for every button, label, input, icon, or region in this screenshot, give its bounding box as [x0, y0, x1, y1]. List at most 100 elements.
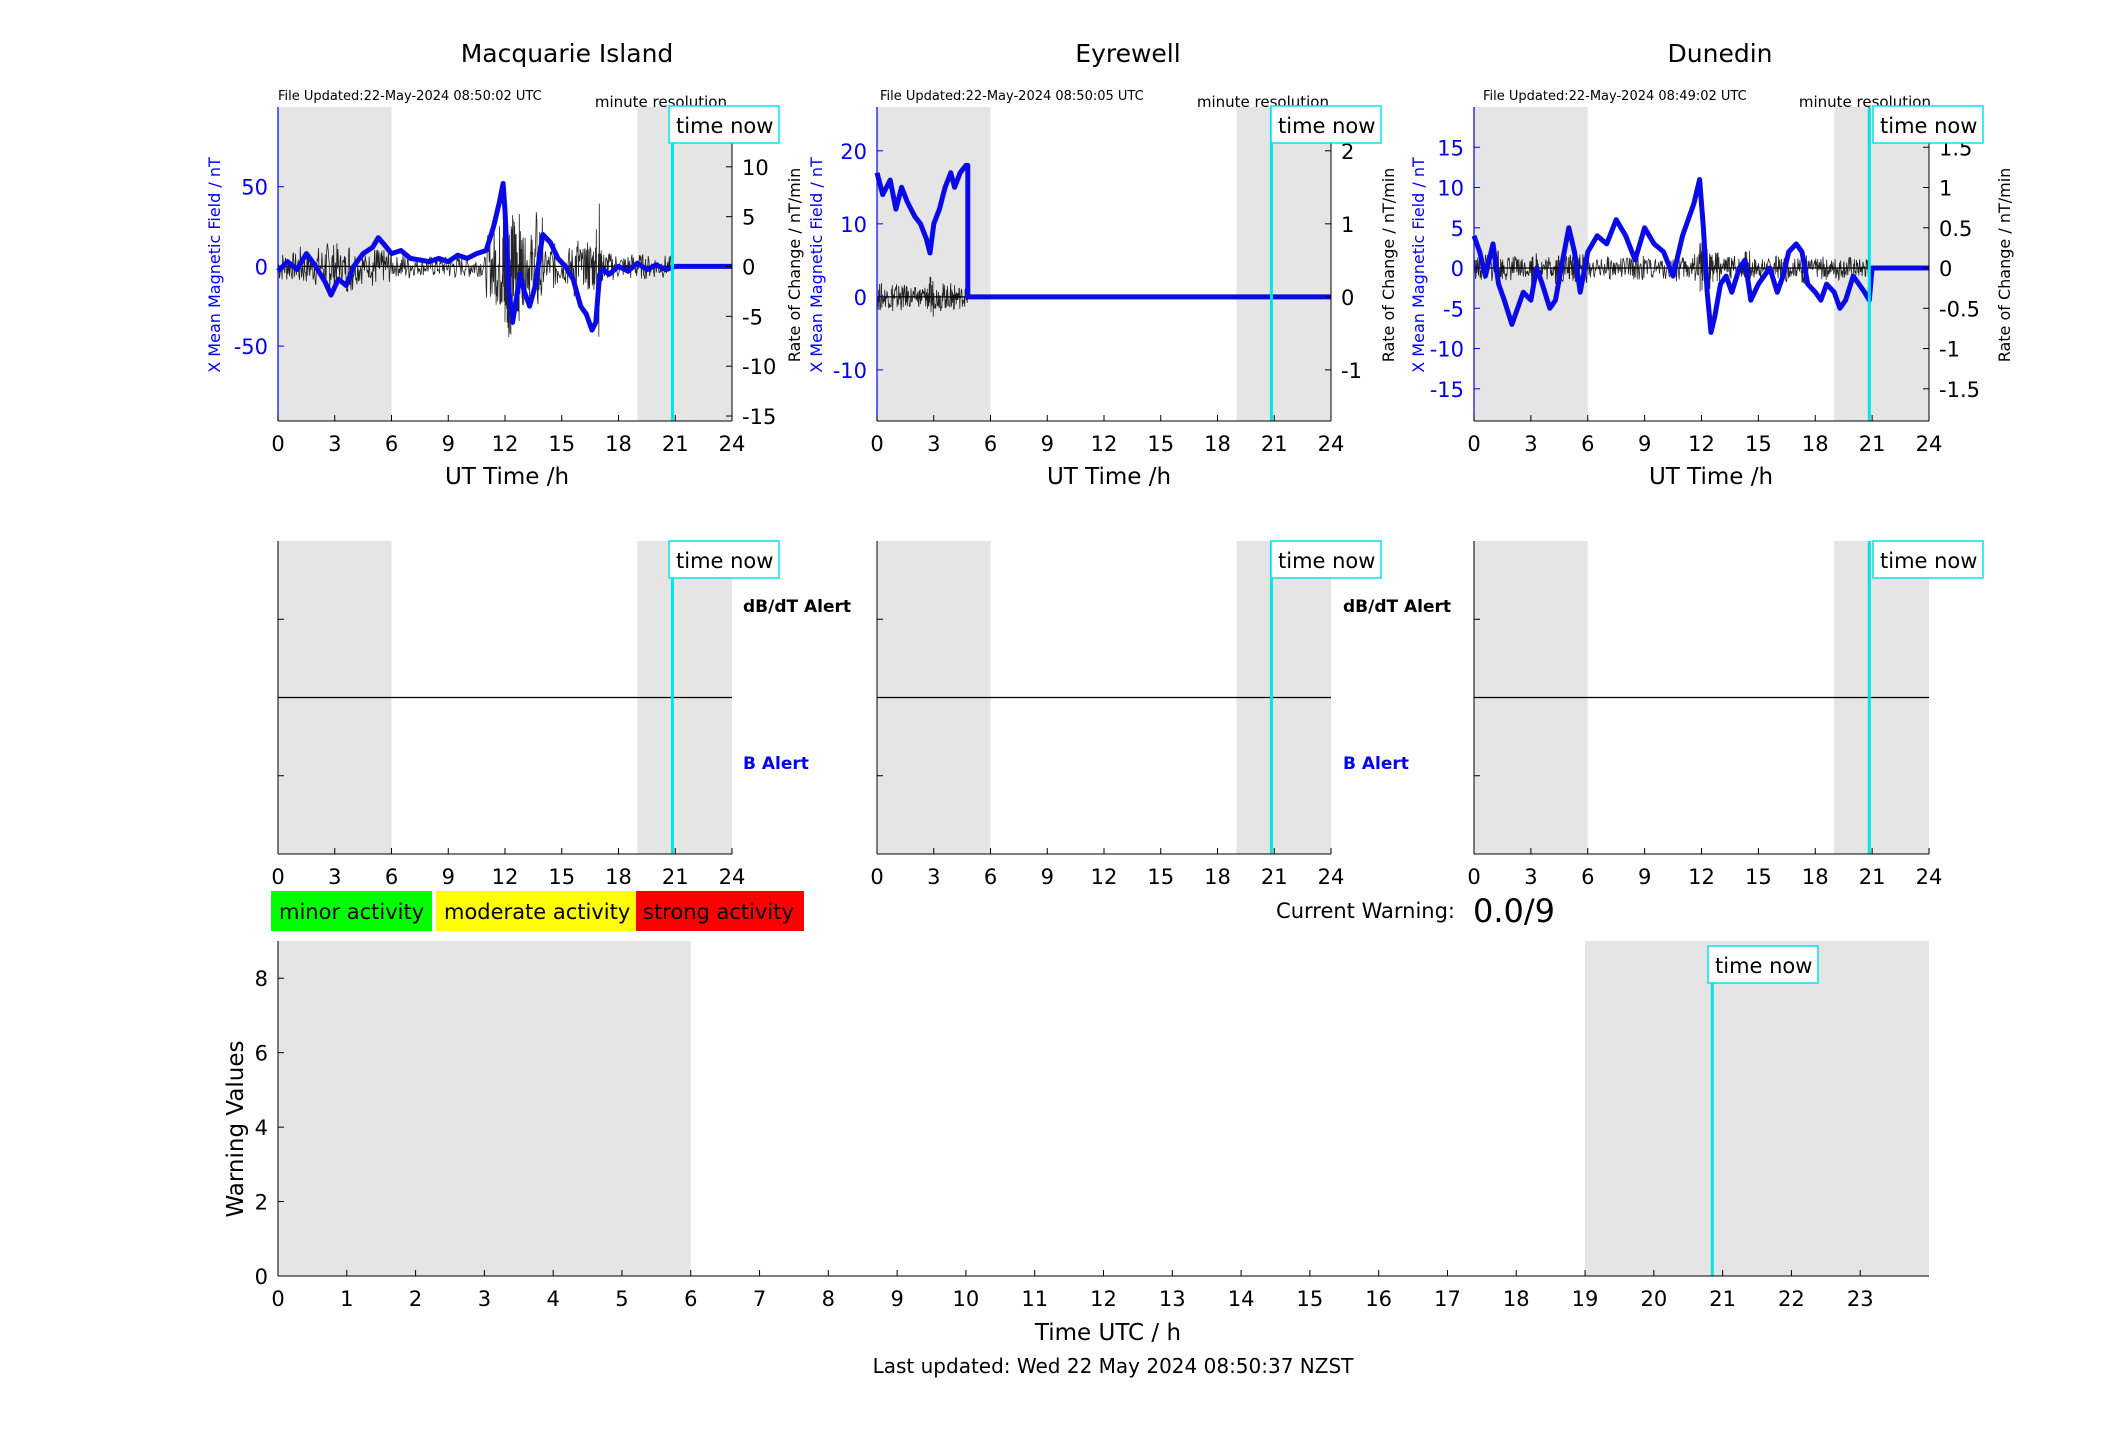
file-updated-text: File Updated:22-May-2024 08:49:02 UTC [1483, 89, 1747, 104]
dbdt-alert-label: dB/dT Alert [743, 597, 851, 617]
y-tick-label: -5 [1443, 297, 1464, 321]
x-tick-label: 0 [870, 865, 883, 889]
svg-text:time now: time now [1715, 954, 1812, 978]
night-shade-band [1585, 941, 1929, 1276]
x-tick-label: 21 [1859, 432, 1886, 456]
x-tick-label: 15 [1745, 432, 1772, 456]
strong-activity-label: strong activity [643, 900, 794, 924]
x-tick-label: 10 [953, 1287, 980, 1311]
x-tick-label: 4 [546, 1287, 559, 1311]
x-tick-label: 6 [684, 1287, 697, 1311]
y2-tick-label: -1.5 [1939, 378, 1980, 402]
y2-tick-label: -0.5 [1939, 297, 1980, 321]
y-tick-label: 0 [854, 286, 867, 310]
y-tick-label: 2 [255, 1191, 268, 1215]
macquarie-alert-panel: 0 3 6 9 12 15 18 21 24 dB/dT Alert B Alert time … [271, 540, 851, 889]
x-tick-label: 22 [1778, 1287, 1805, 1311]
x-tick-label: 12 [1090, 1287, 1117, 1311]
x-tick-label: 15 [1147, 865, 1174, 889]
x-tick-label: 16 [1365, 1287, 1392, 1311]
minor-activity-label: minor activity [279, 900, 424, 924]
x-tick-label: 15 [548, 865, 575, 889]
x-tick-label: 0 [271, 865, 284, 889]
y-tick-label: 4 [255, 1116, 268, 1140]
night-shade-band [278, 941, 691, 1276]
x-tick-label: 9 [442, 865, 455, 889]
x-tick-label: 13 [1159, 1287, 1186, 1311]
x-tick-label: 18 [1802, 432, 1829, 456]
x-tick-label: 6 [385, 865, 398, 889]
y-tick-label: -15 [1430, 378, 1464, 402]
x-tick-label: 24 [719, 865, 746, 889]
x-tick-label: 18 [605, 865, 632, 889]
x-tick-label: 17 [1434, 1287, 1461, 1311]
x-tick-label: 6 [984, 865, 997, 889]
y2-axis-label: Rate of Change / nT/min [1995, 168, 2014, 363]
x-tick-label: 3 [1524, 865, 1537, 889]
y2-tick-label: -1 [1939, 338, 1960, 362]
y-tick-label: 15 [1437, 136, 1464, 160]
y-tick-label: 20 [840, 140, 867, 164]
y2-tick-label: -5 [742, 305, 763, 329]
y-tick-label: -10 [1430, 338, 1464, 362]
x-tick-label: 24 [1916, 432, 1943, 456]
svg-text:time now: time now [1278, 114, 1375, 138]
y2-tick-label: 2 [1341, 140, 1354, 164]
y-tick-label: 0 [255, 255, 268, 279]
y-tick-label: 0 [1451, 257, 1464, 281]
time-now-label: time now [1872, 105, 1984, 144]
x-tick-label: 3 [1524, 432, 1537, 456]
y-tick-label: 0 [255, 1265, 268, 1289]
moderate-activity-swatch [436, 891, 636, 931]
night-shade-band [877, 107, 991, 421]
y2-tick-label: 0 [742, 255, 755, 279]
file-updated-text: File Updated:22-May-2024 08:50:02 UTC [278, 89, 542, 104]
x-tick-label: 21 [1261, 865, 1288, 889]
moderate-activity-label: moderate activity [444, 900, 630, 924]
x-tick-label: 15 [548, 432, 575, 456]
current-warning-value: 0.0/9 [1473, 892, 1555, 930]
x-tick-label: 8 [822, 1287, 835, 1311]
field-series [276, 181, 732, 333]
svg-text:time now: time now [676, 549, 773, 573]
y-tick-label: 8 [255, 967, 268, 991]
x-tick-label: 1 [340, 1287, 353, 1311]
x-tick-label: 12 [1091, 865, 1118, 889]
x-tick-label: 19 [1572, 1287, 1599, 1311]
x-tick-label: 18 [1802, 865, 1829, 889]
y2-tick-label: 0 [1939, 257, 1952, 281]
y2-tick-label: 10 [742, 156, 769, 180]
x-tick-label: 9 [1041, 432, 1054, 456]
x-tick-label: 12 [492, 865, 519, 889]
dunedin-alert-panel: 0 3 6 9 12 15 18 21 24 time now [1467, 540, 1984, 889]
x-tick-label: 9 [890, 1287, 903, 1311]
rate-of-change-series [277, 203, 673, 338]
y2-axis-label: Rate of Change / nT/min [1379, 168, 1398, 363]
x-tick-label: 9 [1041, 865, 1054, 889]
time-now-label: time now [1270, 540, 1382, 579]
y-axis-label: X Mean Magnetic Field / nT [205, 157, 224, 373]
y-tick-label: 6 [255, 1042, 268, 1066]
svg-text:time now: time now [1880, 549, 1977, 573]
x-tick-label: 21 [1709, 1287, 1736, 1311]
strong-activity-swatch [636, 891, 804, 931]
x-tick-label: 18 [1204, 865, 1231, 889]
x-tick-label: 6 [984, 432, 997, 456]
x-tick-label: 15 [1147, 432, 1174, 456]
x-tick-label: 0 [271, 432, 284, 456]
svg-text:time now: time now [1880, 114, 1977, 138]
x-tick-label: 24 [1318, 865, 1345, 889]
x-tick-label: 24 [719, 432, 746, 456]
x-tick-label: 0 [1467, 432, 1480, 456]
x-axis-label: UT Time /h [1047, 464, 1171, 490]
svg-text:time now: time now [676, 114, 773, 138]
minor-activity-swatch [271, 891, 432, 931]
field-series [874, 162, 1331, 300]
panel-title: Dunedin [1668, 39, 1773, 68]
warning-values-plot: 0 1 2 3 4 5 6 7 8 9 10 11 12 13 14 15 16 17 18 19 20 21 22 2302… [223, 941, 1929, 1346]
x-tick-label: 2 [409, 1287, 422, 1311]
x-tick-label: 6 [1581, 432, 1594, 456]
svg-text:time now: time now [1278, 549, 1375, 573]
x-axis-label: UT Time /h [445, 464, 569, 490]
